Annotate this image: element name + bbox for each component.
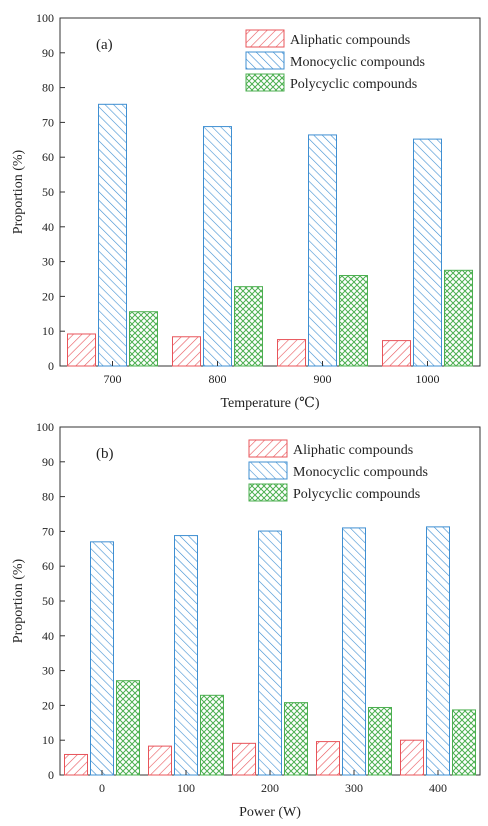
bar-aliphatic-900 xyxy=(277,339,306,367)
y-tick-label: 30 xyxy=(42,664,54,678)
legend-swatch xyxy=(245,29,285,48)
bar-aliphatic-0 xyxy=(64,753,88,776)
y-axis-title: Proportion (%) xyxy=(11,149,26,234)
bar-polycyclic-100 xyxy=(200,694,224,776)
legend-swatch xyxy=(248,439,288,458)
x-tick-label: 800 xyxy=(209,372,227,386)
bar-monocyclic-700 xyxy=(98,103,127,367)
x-tick-label: 900 xyxy=(314,372,332,386)
bar-monocyclic-1000 xyxy=(413,138,442,367)
y-tick-label: 100 xyxy=(36,11,54,25)
bar-polycyclic-1000 xyxy=(444,269,473,367)
bar-aliphatic-300 xyxy=(316,741,340,776)
y-tick-label: 80 xyxy=(42,81,54,95)
bar-aliphatic-200 xyxy=(232,742,256,776)
legend-swatch xyxy=(245,51,285,70)
y-tick-label: 20 xyxy=(42,289,54,303)
bar-polycyclic-800 xyxy=(234,286,263,367)
legend-label: Monocyclic compounds xyxy=(290,55,425,70)
y-tick-label: 70 xyxy=(42,524,54,538)
legend-swatch xyxy=(245,73,285,92)
bar-polycyclic-200 xyxy=(284,702,308,776)
y-tick-label: 20 xyxy=(42,698,54,712)
x-tick-label: 200 xyxy=(261,781,279,795)
x-axis-title: Power (W) xyxy=(239,805,301,820)
legend: Aliphatic compounds Monocyclic compounds P… xyxy=(248,439,428,502)
bar-polycyclic-300 xyxy=(368,706,392,776)
legend-label: Aliphatic compounds xyxy=(293,443,413,458)
y-tick-label: 90 xyxy=(42,46,54,60)
bar-polycyclic-400 xyxy=(452,709,476,776)
y-tick-label: 40 xyxy=(42,220,54,234)
legend-swatch xyxy=(248,461,288,480)
y-tick-label: 10 xyxy=(42,324,54,338)
bar-polycyclic-0 xyxy=(116,680,140,776)
y-tick-label: 50 xyxy=(42,185,54,199)
bar-polycyclic-700 xyxy=(129,311,158,367)
y-tick-label: 70 xyxy=(42,115,54,129)
x-axis-title: Temperature (℃) xyxy=(220,396,319,411)
bar-polycyclic-900 xyxy=(339,275,368,367)
bar-monocyclic-400 xyxy=(426,526,450,776)
panel-label: (a) xyxy=(96,37,113,53)
bar-monocyclic-100 xyxy=(174,535,198,776)
y-tick-label: 80 xyxy=(42,490,54,504)
y-tick-label: 100 xyxy=(36,420,54,434)
x-tick-label: 100 xyxy=(177,781,195,795)
bar-monocyclic-0 xyxy=(90,541,114,776)
legend: Aliphatic compounds Monocyclic compounds P… xyxy=(245,29,425,92)
x-tick-label: 400 xyxy=(429,781,447,795)
legend-swatch xyxy=(248,483,288,502)
bar-aliphatic-100 xyxy=(148,745,172,776)
bar-aliphatic-1000 xyxy=(382,340,411,367)
y-axis-title: Proportion (%) xyxy=(11,558,26,643)
legend-label: Aliphatic compounds xyxy=(290,33,410,48)
y-tick-label: 10 xyxy=(42,733,54,747)
bar-aliphatic-800 xyxy=(172,336,201,367)
bar-monocyclic-900 xyxy=(308,134,337,367)
x-tick-label: 700 xyxy=(104,372,122,386)
legend-label: Monocyclic compounds xyxy=(293,465,428,480)
y-tick-label: 90 xyxy=(42,455,54,469)
y-tick-label: 0 xyxy=(48,768,54,782)
bar-monocyclic-300 xyxy=(342,527,366,776)
y-tick-label: 50 xyxy=(42,594,54,608)
bar-aliphatic-700 xyxy=(67,333,96,367)
chart-panel-a: 0 10 20 30 40 50 60 70 80 90 100 700 800 900 1000 Tempe… xyxy=(11,11,481,411)
y-tick-label: 40 xyxy=(42,629,54,643)
x-tick-label: 0 xyxy=(99,781,105,795)
bar-monocyclic-200 xyxy=(258,530,282,776)
legend-label: Polycyclic compounds xyxy=(290,77,417,92)
y-tick-label: 60 xyxy=(42,150,54,164)
bar-monocyclic-800 xyxy=(203,126,232,367)
y-tick-label: 0 xyxy=(48,359,54,373)
y-tick-label: 60 xyxy=(42,559,54,573)
legend-label: Polycyclic compounds xyxy=(293,487,420,502)
y-tick-label: 30 xyxy=(42,255,54,269)
panel-label: (b) xyxy=(96,446,114,462)
x-tick-label: 300 xyxy=(345,781,363,795)
x-tick-label: 1000 xyxy=(416,372,440,386)
bar-aliphatic-400 xyxy=(400,739,424,776)
chart-panel-b: 0 10 20 30 40 50 60 70 80 90 100 0 100 200 300 400 Power… xyxy=(11,420,481,820)
